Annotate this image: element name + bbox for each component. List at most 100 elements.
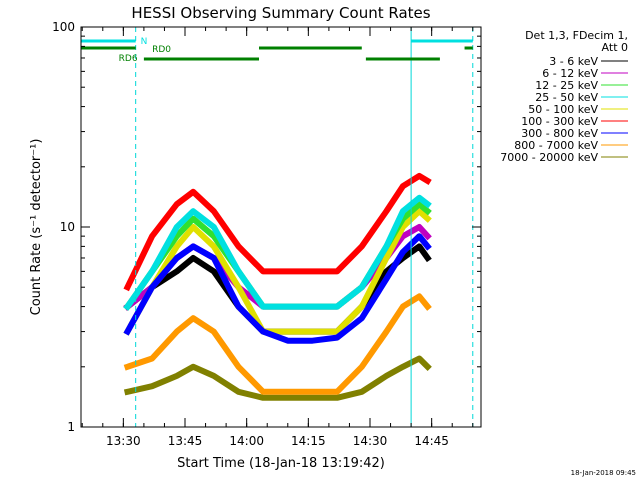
legend-label: 300 - 800 keV	[521, 127, 598, 140]
generation-timestamp: 18-Jan-2018 09:45	[571, 469, 636, 477]
data-point	[417, 208, 422, 214]
data-point	[236, 269, 241, 274]
chart-title: HESSI Observing Summary Count Rates	[131, 4, 430, 22]
data-point	[310, 395, 315, 400]
data-point	[174, 269, 179, 274]
data-point	[125, 285, 130, 290]
data-point	[174, 224, 179, 230]
data-point	[400, 364, 406, 369]
data-point	[425, 216, 430, 221]
legend-header-line-2: Att 0	[602, 41, 628, 54]
data-point	[417, 173, 422, 179]
data-point	[285, 329, 290, 334]
data-point	[285, 304, 290, 309]
legend-label: 800 - 7000 keV	[514, 139, 598, 152]
data-point	[211, 244, 216, 249]
data-point	[425, 255, 430, 261]
data-point	[384, 208, 389, 214]
data-point	[211, 255, 216, 261]
data-point	[384, 276, 389, 282]
data-point	[125, 389, 130, 394]
state-bar-label-rd0: RD0	[152, 45, 171, 55]
data-point	[400, 183, 406, 189]
data-point	[174, 202, 179, 207]
data-point	[334, 329, 340, 334]
y-axis-label: Count Rate (s⁻¹ detector⁻¹)	[29, 139, 44, 316]
legend-label: 6 - 12 keV	[542, 67, 598, 80]
data-point	[149, 383, 155, 389]
data-point	[417, 356, 422, 361]
data-point	[417, 195, 422, 200]
data-point	[384, 244, 389, 249]
data-point	[310, 389, 315, 394]
data-point	[334, 269, 340, 274]
data-point	[191, 315, 196, 321]
data-point	[211, 329, 216, 334]
legend-label: 7000 - 20000 keV	[500, 151, 598, 164]
data-point	[260, 395, 266, 400]
legend-label: 12 - 25 keV	[535, 79, 598, 92]
data-point	[310, 304, 315, 309]
x-axis-label: Start Time (18-Jan-18 13:19:42)	[177, 456, 385, 471]
data-point	[260, 304, 266, 309]
data-point	[191, 208, 196, 214]
legend-label: 100 - 300 keV	[521, 115, 598, 128]
data-point	[174, 244, 179, 249]
x-tick-label: 14:15	[291, 434, 326, 448]
data-point	[236, 244, 241, 249]
state-bar-label-n: N	[141, 37, 148, 47]
data-point	[125, 304, 130, 309]
data-point	[400, 304, 406, 309]
data-point	[334, 335, 340, 340]
data-point	[334, 304, 340, 309]
data-point	[417, 294, 422, 299]
data-point	[310, 269, 315, 274]
data-point	[359, 315, 364, 321]
data-point	[425, 178, 430, 184]
data-point	[384, 255, 389, 261]
data-point	[425, 364, 430, 369]
data-point	[174, 373, 179, 379]
data-point	[359, 285, 364, 290]
data-point	[400, 249, 406, 255]
data-point	[417, 202, 422, 207]
data-point	[285, 395, 290, 400]
x-tick-label: 14:00	[229, 434, 264, 448]
data-point	[174, 329, 179, 334]
data-point	[425, 208, 430, 214]
data-point	[191, 255, 196, 261]
x-tick-label: 13:30	[106, 434, 141, 448]
data-point	[211, 373, 216, 379]
legend-label: 25 - 50 keV	[535, 91, 598, 104]
data-point	[285, 269, 290, 274]
data-point	[334, 395, 340, 400]
data-point	[359, 244, 364, 249]
y-tick-label: 100	[52, 20, 75, 34]
data-point	[260, 389, 266, 394]
data-point	[191, 216, 196, 221]
data-point	[260, 329, 266, 334]
data-point	[417, 244, 422, 249]
data-point	[417, 224, 422, 230]
data-point	[425, 233, 430, 239]
legend-label: 3 - 6 keV	[549, 55, 598, 68]
data-point	[191, 224, 196, 230]
data-point	[310, 338, 315, 343]
data-point	[384, 373, 389, 379]
data-point	[425, 304, 430, 309]
data-point	[211, 224, 216, 230]
data-point	[260, 269, 266, 274]
data-point	[149, 356, 155, 361]
data-point	[285, 389, 290, 394]
data-point	[334, 389, 340, 394]
data-point	[417, 233, 422, 239]
data-point	[236, 285, 241, 290]
data-point	[236, 389, 241, 394]
x-tick-label: 14:45	[414, 434, 449, 448]
data-point	[211, 208, 216, 214]
y-tick-label: 1	[67, 420, 75, 434]
data-point	[125, 329, 130, 334]
data-point	[211, 269, 216, 274]
